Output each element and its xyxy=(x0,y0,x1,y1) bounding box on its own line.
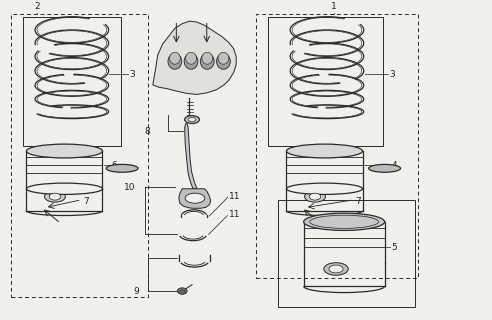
Ellipse shape xyxy=(369,164,400,172)
Ellipse shape xyxy=(309,193,321,200)
Text: 8: 8 xyxy=(145,127,151,136)
Text: 1: 1 xyxy=(332,2,337,11)
Text: 3: 3 xyxy=(130,70,135,79)
Text: 5: 5 xyxy=(391,243,397,252)
Ellipse shape xyxy=(27,144,102,158)
Ellipse shape xyxy=(304,213,385,230)
Ellipse shape xyxy=(200,53,214,69)
Polygon shape xyxy=(153,21,236,94)
Text: 9: 9 xyxy=(134,287,140,296)
Ellipse shape xyxy=(305,191,325,202)
Ellipse shape xyxy=(27,183,102,195)
Text: 3: 3 xyxy=(390,70,396,79)
Ellipse shape xyxy=(106,164,138,172)
Text: 7: 7 xyxy=(355,197,361,206)
Text: 7: 7 xyxy=(83,197,89,206)
Ellipse shape xyxy=(168,53,182,69)
Text: 11: 11 xyxy=(229,210,240,220)
Ellipse shape xyxy=(329,265,343,273)
Polygon shape xyxy=(184,124,197,189)
Text: 6: 6 xyxy=(111,161,117,170)
Ellipse shape xyxy=(188,117,196,122)
Ellipse shape xyxy=(184,53,198,69)
Ellipse shape xyxy=(218,52,229,64)
Ellipse shape xyxy=(324,263,348,275)
Ellipse shape xyxy=(216,53,230,69)
Ellipse shape xyxy=(169,52,180,64)
Ellipse shape xyxy=(286,144,363,158)
Text: 2: 2 xyxy=(34,2,40,11)
Ellipse shape xyxy=(184,116,199,124)
Ellipse shape xyxy=(49,193,61,200)
Text: 10: 10 xyxy=(124,183,136,192)
Ellipse shape xyxy=(185,193,205,203)
Circle shape xyxy=(179,290,185,294)
Ellipse shape xyxy=(286,183,363,195)
Ellipse shape xyxy=(185,52,196,64)
Text: 11: 11 xyxy=(229,192,241,201)
Ellipse shape xyxy=(44,191,65,202)
Polygon shape xyxy=(179,189,211,208)
Ellipse shape xyxy=(202,52,213,64)
Circle shape xyxy=(177,288,187,294)
Text: 4: 4 xyxy=(391,161,397,170)
